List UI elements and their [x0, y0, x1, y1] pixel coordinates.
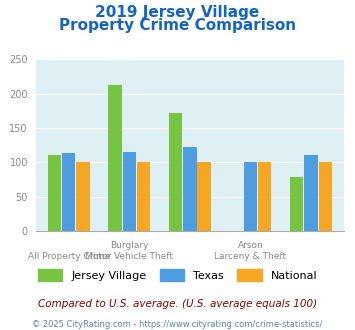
Legend: Jersey Village, Texas, National: Jersey Village, Texas, National	[33, 265, 322, 285]
Bar	[244, 162, 257, 231]
Text: Burglary: Burglary	[110, 241, 149, 250]
Bar	[109, 85, 122, 231]
Text: All Property Crime: All Property Crime	[28, 252, 110, 261]
Bar	[258, 162, 271, 231]
Text: Motor Vehicle Theft: Motor Vehicle Theft	[85, 252, 173, 261]
Text: 2019 Jersey Village: 2019 Jersey Village	[95, 5, 260, 20]
Bar	[137, 162, 150, 231]
Bar	[290, 177, 304, 231]
Text: Arson: Arson	[237, 241, 263, 250]
Bar	[197, 162, 211, 231]
Bar	[183, 147, 197, 231]
Text: Larceny & Theft: Larceny & Theft	[214, 252, 286, 261]
Bar	[304, 155, 318, 231]
Bar	[76, 162, 90, 231]
Text: © 2025 CityRating.com - https://www.cityrating.com/crime-statistics/: © 2025 CityRating.com - https://www.city…	[32, 320, 323, 329]
Bar	[169, 113, 182, 231]
Bar	[319, 162, 332, 231]
Text: Property Crime Comparison: Property Crime Comparison	[59, 18, 296, 33]
Bar	[62, 153, 76, 231]
Bar	[48, 155, 61, 231]
Text: Compared to U.S. average. (U.S. average equals 100): Compared to U.S. average. (U.S. average …	[38, 299, 317, 309]
Bar	[123, 152, 136, 231]
